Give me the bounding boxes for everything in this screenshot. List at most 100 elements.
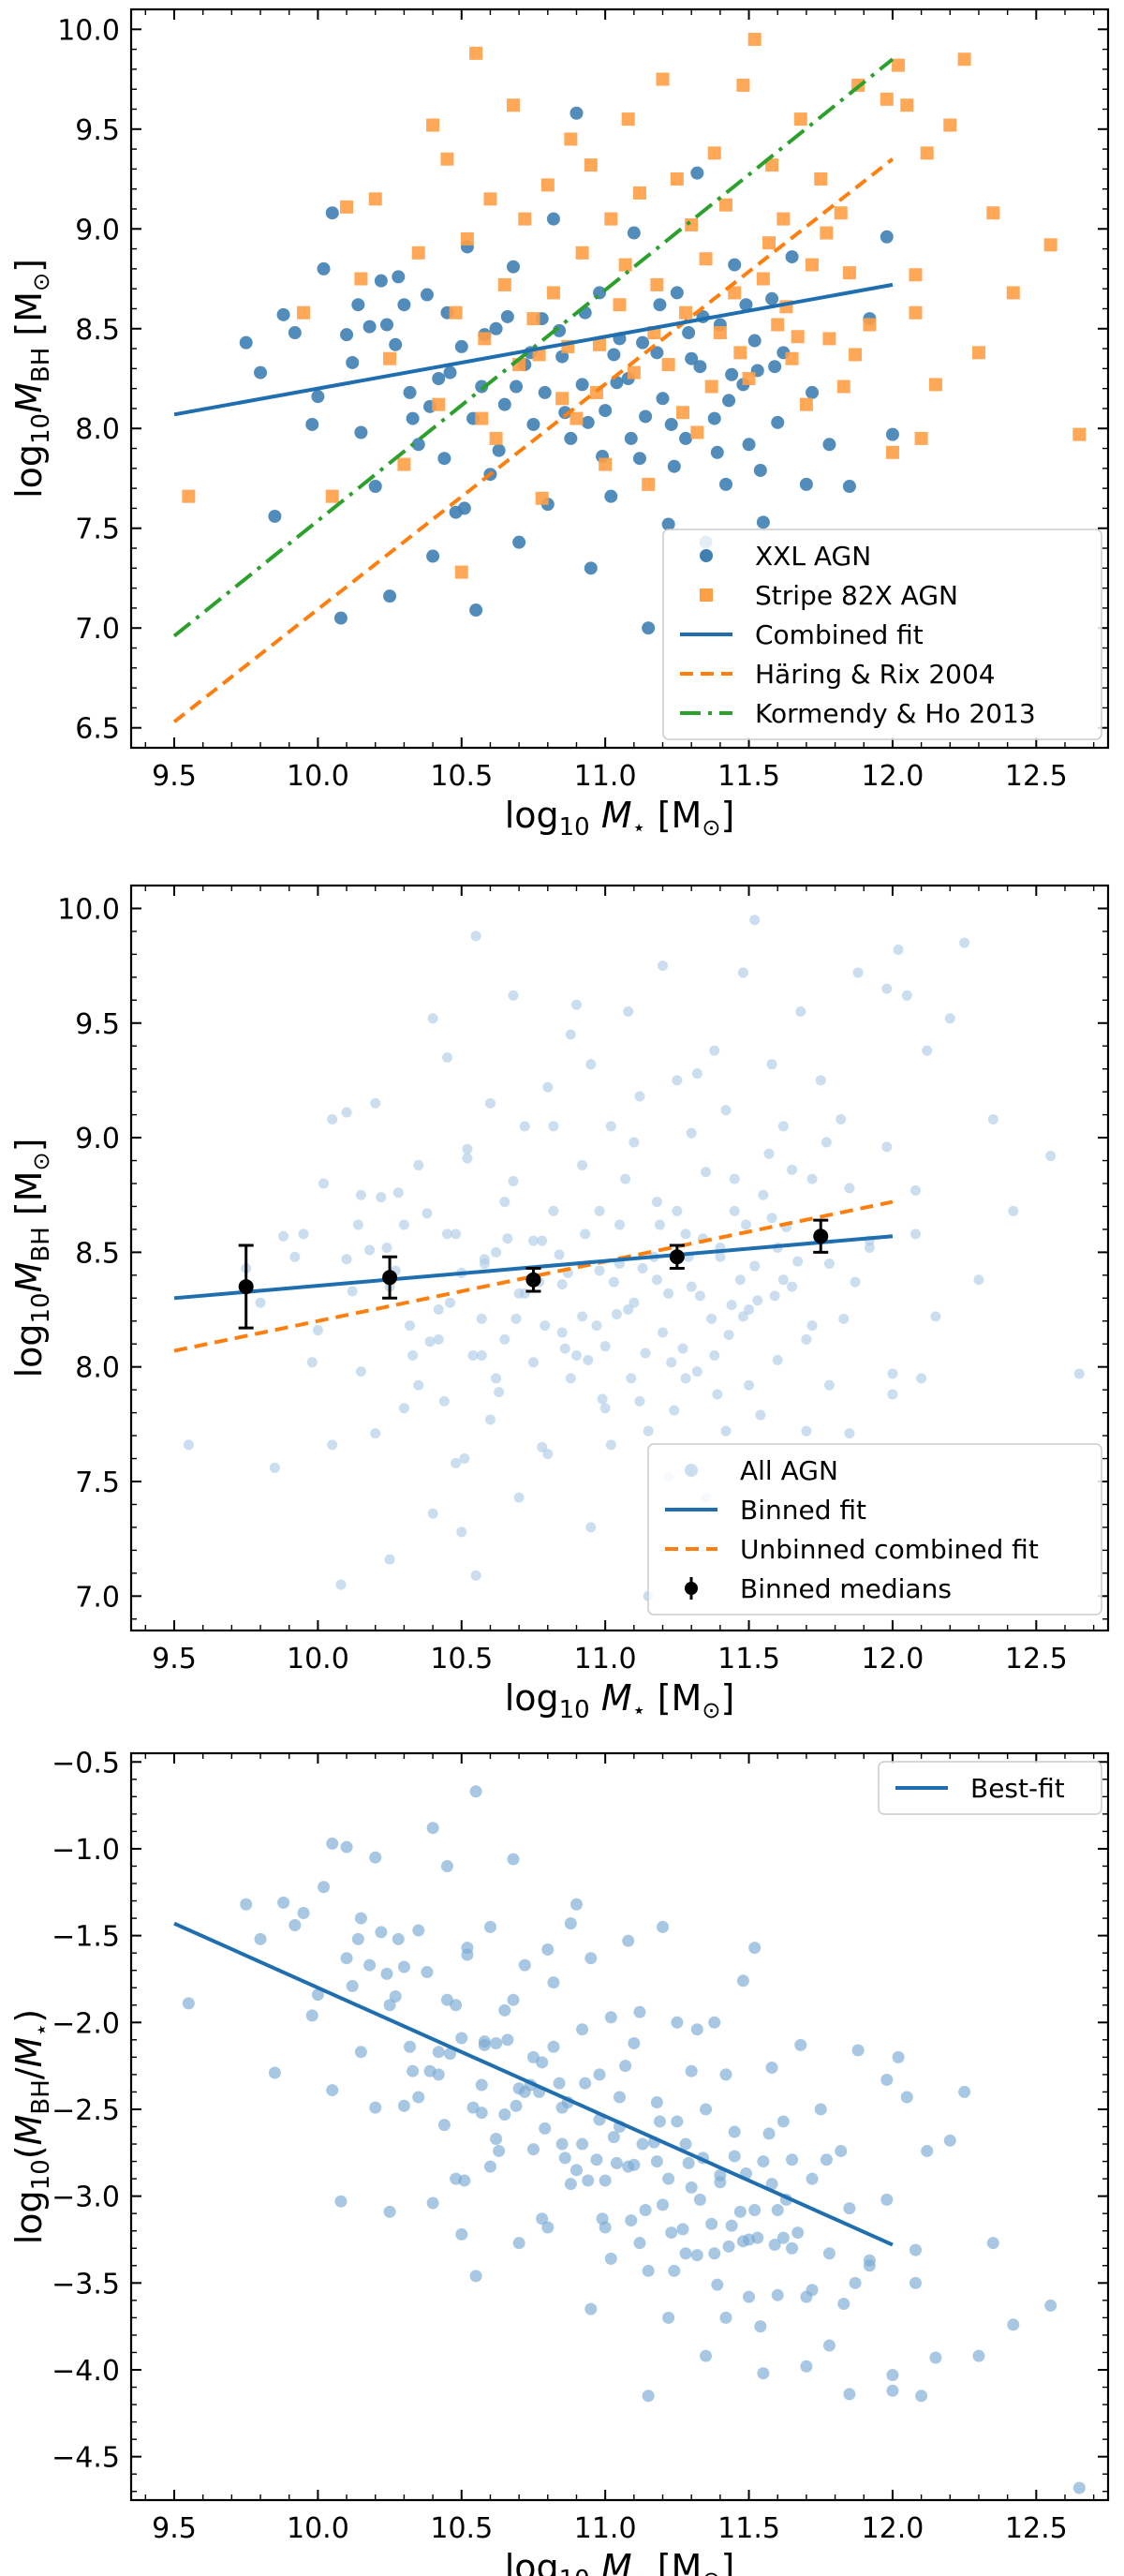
point-stripe82x-agn xyxy=(957,52,971,67)
point-all-agn xyxy=(629,1297,640,1308)
point-all-agn xyxy=(666,1357,677,1368)
point-mass-ratio xyxy=(351,1932,364,1945)
point-xxl-agn xyxy=(497,397,511,411)
point-xxl-agn xyxy=(569,106,584,120)
point-mass-ratio xyxy=(507,1993,520,2006)
point-stripe82x-agn xyxy=(971,346,985,360)
point-xxl-agn xyxy=(799,477,813,491)
y-tick-label: −3.0 xyxy=(52,2181,120,2214)
x-tick-label: 12.0 xyxy=(862,760,924,793)
point-all-agn xyxy=(476,1313,487,1324)
point-mass-ratio xyxy=(579,2077,592,2090)
point-all-agn xyxy=(306,1357,318,1368)
point-mass-ratio xyxy=(642,2390,655,2403)
point-mass-ratio xyxy=(771,2203,784,2216)
point-mass-ratio xyxy=(501,2033,514,2047)
point-mass-ratio xyxy=(490,2132,503,2145)
point-xxl-agn xyxy=(489,321,503,335)
point-all-agn xyxy=(392,1187,404,1199)
point-all-agn xyxy=(491,1373,502,1384)
point-all-agn xyxy=(672,1205,683,1216)
point-all-agn xyxy=(806,1173,818,1184)
legend-marker-median xyxy=(685,1582,698,1595)
point-all-agn xyxy=(844,1183,855,1194)
point-all-agn xyxy=(787,1164,798,1175)
point-all-agn xyxy=(823,1258,835,1270)
point-stripe82x-agn xyxy=(909,305,923,320)
point-all-agn xyxy=(269,1462,280,1473)
point-mass-ratio xyxy=(822,2339,836,2352)
point-all-agn xyxy=(381,1242,392,1253)
point-mass-ratio xyxy=(599,2221,612,2234)
y-tick-label: 9.0 xyxy=(75,214,120,246)
point-all-agn xyxy=(470,1570,481,1581)
point-xxl-agn xyxy=(656,392,670,406)
point-mass-ratio xyxy=(383,1999,396,2012)
y-tick-label: 9.0 xyxy=(75,1123,120,1155)
x-tick-label: 9.5 xyxy=(152,1643,197,1675)
point-mass-ratio xyxy=(610,2156,623,2169)
point-xxl-agn xyxy=(512,535,526,549)
y-tick-label: 7.0 xyxy=(75,613,120,646)
point-mass-ratio xyxy=(768,2239,781,2252)
point-mass-ratio xyxy=(392,1932,405,1945)
point-stripe82x-agn xyxy=(756,272,770,286)
point-all-agn xyxy=(384,1554,395,1565)
line-combined-fit xyxy=(173,282,894,417)
point-stripe82x-agn xyxy=(297,305,311,320)
point-binned-median xyxy=(238,1279,254,1295)
point-mass-ratio xyxy=(404,2040,417,2053)
legend-label: Häring & Rix 2004 xyxy=(755,659,996,690)
point-mass-ratio xyxy=(650,2155,663,2168)
point-binned-median xyxy=(525,1272,541,1288)
point-all-agn xyxy=(422,1208,433,1219)
legend-label: Kormendy & Ho 2013 xyxy=(755,698,1036,729)
point-all-agn xyxy=(491,1246,502,1258)
y-tick-label: 8.0 xyxy=(75,413,120,446)
point-stripe82x-agn xyxy=(986,206,1000,220)
point-all-agn xyxy=(930,1311,941,1322)
point-all-agn xyxy=(451,1457,462,1468)
point-all-agn xyxy=(844,1428,855,1439)
point-all-agn xyxy=(508,990,519,1001)
point-all-agn xyxy=(691,1366,702,1377)
point-mass-ratio xyxy=(421,1966,434,1979)
point-mass-ratio xyxy=(622,1934,635,1947)
point-all-agn xyxy=(376,1192,387,1203)
point-mass-ratio xyxy=(444,2047,457,2061)
point-mass-ratio xyxy=(800,2290,813,2303)
point-all-agn xyxy=(594,1265,605,1276)
point-stripe82x-agn xyxy=(820,226,834,240)
point-stripe82x-agn xyxy=(1043,238,1057,252)
point-xxl-agn xyxy=(627,226,641,240)
point-stripe82x-agn xyxy=(822,332,836,346)
point-stripe82x-agn xyxy=(469,46,483,60)
point-all-agn xyxy=(513,1288,525,1299)
point-all-agn xyxy=(585,1522,597,1533)
point-all-agn xyxy=(499,1333,510,1345)
point-all-agn xyxy=(255,1297,266,1308)
point-mass-ratio xyxy=(498,2108,511,2122)
point-mass-ratio xyxy=(690,2249,703,2262)
point-all-agn xyxy=(370,1428,381,1439)
point-xxl-agn xyxy=(765,291,779,305)
point-xxl-agn xyxy=(454,339,468,353)
point-xxl-agn xyxy=(690,166,704,180)
point-mass-ratio xyxy=(432,2046,445,2059)
point-all-agn xyxy=(881,1141,893,1153)
point-mass-ratio xyxy=(268,2066,281,2079)
point-xxl-agn xyxy=(268,509,282,523)
point-xxl-agn xyxy=(756,515,770,529)
point-all-agn xyxy=(663,1288,674,1299)
point-stripe82x-agn xyxy=(719,198,733,212)
point-xxl-agn xyxy=(432,372,446,385)
point-xxl-agn xyxy=(354,425,368,439)
point-xxl-agn xyxy=(506,260,520,274)
point-all-agn xyxy=(723,1329,734,1340)
point-binned-median xyxy=(669,1249,685,1265)
point-mass-ratio xyxy=(369,1851,382,1864)
point-mass-ratio xyxy=(748,1942,762,1955)
point-mass-ratio xyxy=(407,2064,420,2077)
point-all-agn xyxy=(594,1205,605,1216)
point-xxl-agn xyxy=(880,230,894,244)
